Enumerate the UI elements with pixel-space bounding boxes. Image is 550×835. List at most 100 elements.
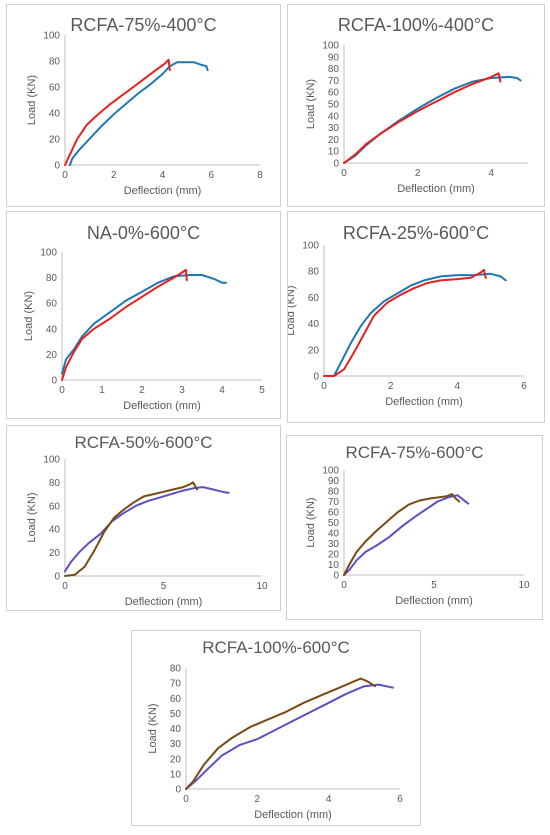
y-tick-label: 0 (313, 372, 319, 383)
y-tick-label: 20 (170, 754, 182, 765)
x-tick-label: 2 (388, 381, 394, 392)
y-tick-label: 50 (328, 100, 340, 111)
y-tick-label: 30 (170, 739, 182, 750)
y-axis-label: Load (KN) (305, 79, 317, 129)
y-tick-label: 80 (308, 267, 320, 278)
y-tick-label: 40 (46, 324, 58, 335)
x-tick-label: 3 (179, 385, 185, 396)
y-tick-label: 10 (328, 147, 340, 158)
chart-panel-4: RCFA-25%-600°C 0 2 4 6 0 20 40 60 80 100 Deflection… (287, 211, 545, 423)
y-tick-label: 0 (333, 571, 339, 582)
y-tick-label: 100 (322, 466, 339, 477)
chart-title: RCFA-100%-600°C (202, 638, 350, 657)
y-tick-label: 60 (49, 501, 61, 512)
y-tick-label: 80 (328, 64, 340, 75)
y-tick-label: 80 (49, 57, 61, 68)
y-tick-label: 10 (170, 769, 182, 780)
x-tick-label: 4 (488, 168, 494, 179)
y-tick-label: 20 (328, 135, 340, 146)
y-tick-label: 40 (328, 529, 340, 540)
y-axis-label: Load (KN) (26, 75, 38, 125)
chart-title: RCFA-50%-600°C (74, 433, 212, 452)
y-tick-label: 70 (328, 76, 340, 87)
y-axis-label: Load (KN) (26, 492, 38, 542)
x-axis-label: Deflection (mm) (395, 595, 473, 607)
chart-panel-5: RCFA-50%-600°C 0 5 10 0 20 40 60 80 100 Deflection… (6, 425, 281, 611)
chart-svg: RCFA-100%-600°C0 2 4 601020304050607080Defl… (147, 638, 403, 821)
series-line-1 (68, 61, 209, 166)
y-tick-label: 90 (328, 52, 340, 63)
y-tick-label: 70 (328, 497, 340, 508)
series-line-1 (64, 486, 230, 573)
x-tick-label: 2 (139, 385, 145, 396)
y-tick-label: 20 (46, 350, 58, 361)
x-tick-label: 0 (341, 168, 347, 179)
y-tick-label: 60 (49, 83, 61, 94)
y-tick-label: 80 (46, 273, 58, 284)
y-tick-label: 70 (170, 679, 182, 690)
x-axis-label: Deflection (mm) (123, 400, 201, 412)
y-tick-label: 50 (170, 709, 182, 720)
chart-svg: NA-0%-600°C 0 1 2 3 4 5 0 20 40 60 80 100 Deflection … (23, 223, 265, 412)
y-tick-label: 30 (328, 539, 340, 550)
y-tick-label: 40 (49, 109, 61, 120)
series-line-1 (61, 274, 227, 375)
x-tick-label: 2 (255, 794, 261, 805)
y-tick-label: 40 (170, 724, 182, 735)
x-tick-label: 8 (257, 170, 263, 181)
chart-svg: RCFA-100%-400°C0 2 40102030405060708090100… (305, 15, 528, 195)
chart-title: RCFA-100%-400°C (338, 15, 494, 35)
chart-panel-6: RCFA-75%-600°C 0 5 10 0 10 20 30 40 50 60 70 80 90 100… (286, 435, 543, 620)
x-tick-label: 4 (219, 385, 225, 396)
x-tick-label: 0 (321, 381, 327, 392)
x-tick-label: 2 (415, 168, 421, 179)
series-line-2 (323, 268, 487, 377)
chart-svg: RCFA-25%-600°C0 2 4 6020406080100Deflection… (288, 223, 527, 408)
x-tick-label: 0 (341, 580, 347, 591)
series-line-1 (333, 272, 507, 377)
series-line-2 (61, 268, 188, 381)
y-axis-label: Load (KN) (23, 291, 35, 341)
y-axis-label: Load (KN) (288, 285, 297, 335)
y-tick-label: 60 (328, 508, 340, 519)
x-tick-label: 0 (62, 170, 68, 181)
y-tick-label: 10 (328, 560, 340, 571)
y-tick-label: 0 (54, 161, 60, 172)
y-tick-label: 90 (328, 476, 340, 487)
x-tick-label: 0 (183, 794, 189, 805)
series-line-2 (343, 72, 502, 164)
y-tick-label: 20 (328, 550, 340, 561)
chart-title: RCFA-75%-400°C (70, 15, 216, 35)
x-axis-label: Deflection (mm) (397, 183, 475, 195)
x-tick-label: 4 (160, 170, 166, 181)
x-tick-label: 10 (518, 580, 530, 591)
y-tick-label: 100 (302, 241, 319, 252)
chart-svg: RCFA-75%-600°C0 5 100102030405060708090100… (305, 443, 530, 607)
chart-title: RCFA-25%-600°C (343, 223, 489, 243)
y-tick-label: 80 (170, 664, 182, 675)
series-line-1 (343, 75, 522, 164)
y-tick-label: 0 (175, 785, 181, 796)
y-tick-label: 50 (328, 518, 340, 529)
y-tick-label: 0 (51, 376, 57, 387)
y-tick-label: 100 (322, 41, 339, 52)
y-tick-label: 40 (308, 319, 320, 330)
y-tick-label: 40 (49, 525, 61, 536)
y-tick-label: 100 (43, 31, 60, 42)
x-tick-label: 2 (111, 170, 117, 181)
y-axis-label: Load (KN) (305, 497, 317, 547)
chart-title: NA-0%-600°C (87, 223, 200, 243)
x-tick-label: 0 (62, 581, 68, 592)
x-tick-label: 0 (59, 385, 65, 396)
x-tick-label: 4 (326, 794, 332, 805)
y-tick-label: 0 (333, 159, 339, 170)
x-tick-label: 6 (397, 794, 403, 805)
y-tick-label: 30 (328, 123, 340, 134)
y-tick-label: 60 (170, 694, 182, 705)
y-tick-label: 20 (49, 548, 61, 559)
y-tick-label: 100 (40, 248, 57, 259)
y-axis-label: Load (KN) (147, 703, 159, 753)
y-tick-label: 60 (46, 299, 58, 310)
x-axis-label: Deflection (mm) (124, 185, 202, 197)
y-tick-label: 100 (43, 455, 60, 466)
